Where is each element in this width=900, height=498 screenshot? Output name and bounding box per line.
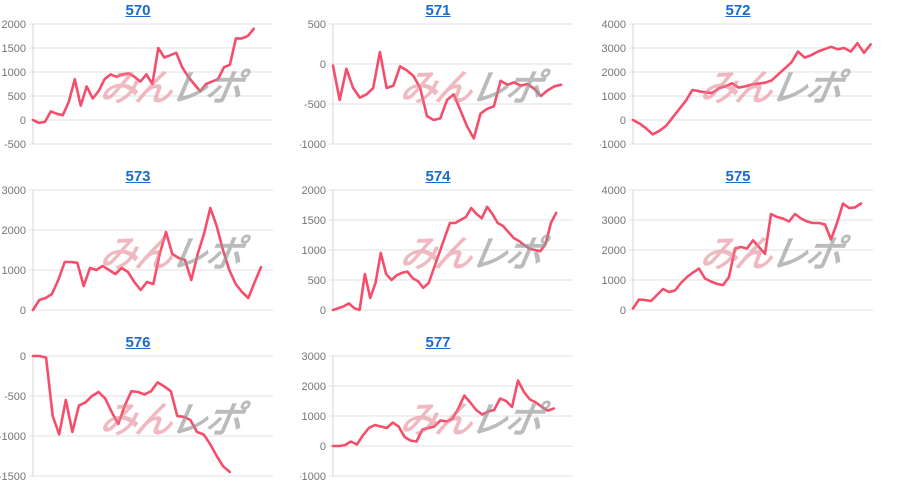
line-chart-575: 4000 3000 2000 1000 0 xyxy=(602,185,873,317)
line-chart-576: 0 -500 -1000 -1500 xyxy=(0,351,273,483)
chart-title-link[interactable]: 570 xyxy=(125,2,151,19)
line-chart-574: 2000 1500 1000 500 0 xyxy=(302,185,573,317)
y-axis-tick-label: -1500 xyxy=(0,471,26,483)
line-chart-573: 3000 2000 1000 0 xyxy=(2,185,273,317)
y-axis-tick-label: 1000 xyxy=(302,411,326,423)
y-axis-tick-label: 0 xyxy=(320,59,326,71)
chart-cell-574: 574 2000 1500 1000 500 0 みんレポ xyxy=(300,166,600,332)
y-axis-tick-label: -500 xyxy=(4,139,26,151)
profit-line-series xyxy=(331,50,563,140)
y-axis-tick-label: 0 xyxy=(620,305,626,317)
y-axis-tick-label: 0 xyxy=(20,351,26,363)
y-axis-tick-label: 4000 xyxy=(602,19,626,31)
y-axis-tick-label: 0 xyxy=(620,115,626,127)
chart-title-link[interactable]: 572 xyxy=(725,2,751,19)
y-axis-tick-label: 500 xyxy=(308,19,326,31)
y-axis-tick-label: 500 xyxy=(308,275,326,287)
y-axis-tick-label: 2000 xyxy=(302,185,326,197)
chart-cell-571: 571 500 0 -500 -1000 みんレポ xyxy=(300,0,600,166)
chart-title-link[interactable]: 574 xyxy=(425,168,451,185)
chart-cell-573: 573 3000 2000 1000 0 みんレポ xyxy=(0,166,300,332)
chart-title-link[interactable]: 575 xyxy=(725,168,751,185)
chart-cell-577: 577 3000 2000 1000 0 -1000 みんレポ xyxy=(300,332,600,498)
profit-line-series xyxy=(631,41,872,136)
chart-cell-576: 576 0 -500 -1000 -1500 みんレポ xyxy=(0,332,300,498)
chart-title-link[interactable]: 571 xyxy=(425,2,451,19)
y-axis-tick-label: -500 xyxy=(4,391,26,403)
chart-title-link[interactable]: 576 xyxy=(125,334,151,351)
line-chart-570: 2000 1500 1000 500 0 -500 xyxy=(2,19,273,151)
y-axis-tick-label: 3000 xyxy=(2,185,26,197)
y-axis-tick-label: 3000 xyxy=(302,351,326,363)
y-axis-tick-label: 2000 xyxy=(302,381,326,393)
y-axis-tick-label: 500 xyxy=(8,91,26,103)
y-axis-tick-label: 2000 xyxy=(602,245,626,257)
chart-cell-572: 572 4000 3000 2000 1000 0 -1000 みんレポ xyxy=(600,0,900,166)
y-axis-tick-label: 3000 xyxy=(602,43,626,55)
y-axis-tick-label: -1000 xyxy=(0,431,26,443)
chart-title-link[interactable]: 573 xyxy=(125,168,151,185)
y-axis-tick-label: -1000 xyxy=(600,139,626,151)
y-axis-tick-label: 0 xyxy=(20,305,26,317)
profit-line-series xyxy=(331,379,556,448)
profit-line-series xyxy=(31,354,232,474)
y-axis-tick-label: 1000 xyxy=(2,67,26,79)
y-axis-tick-label: 3000 xyxy=(602,215,626,227)
y-axis-tick-label: 1000 xyxy=(302,245,326,257)
profit-line-series xyxy=(631,202,863,310)
y-axis-tick-label: -1000 xyxy=(300,471,326,483)
y-axis-tick-label: 2000 xyxy=(602,67,626,79)
y-axis-tick-label: 1500 xyxy=(2,43,26,55)
y-axis-tick-label: 1000 xyxy=(2,265,26,277)
profit-line-series xyxy=(331,205,558,312)
y-axis-tick-label: -500 xyxy=(304,99,326,111)
chart-cell-575: 575 4000 3000 2000 1000 0 みんレポ xyxy=(600,166,900,332)
line-chart-571: 500 0 -500 -1000 xyxy=(300,19,573,151)
y-axis-tick-label: 4000 xyxy=(602,185,626,197)
profit-line-series xyxy=(31,206,263,312)
y-axis-tick-label: 2000 xyxy=(2,19,26,31)
y-axis-tick-label: 0 xyxy=(320,441,326,453)
y-axis-tick-label: 0 xyxy=(320,305,326,317)
y-axis-tick-label: 0 xyxy=(20,115,26,127)
y-axis-tick-label: -1000 xyxy=(300,139,326,151)
y-axis-tick-label: 2000 xyxy=(2,225,26,237)
y-axis-tick-label: 1000 xyxy=(602,91,626,103)
y-axis-tick-label: 1500 xyxy=(302,215,326,227)
line-chart-572: 4000 3000 2000 1000 0 -1000 xyxy=(600,19,873,151)
profit-line-series xyxy=(31,27,256,125)
line-chart-577: 3000 2000 1000 0 -1000 xyxy=(300,351,573,483)
chart-title-link[interactable]: 577 xyxy=(425,334,451,351)
y-axis-tick-label: 1000 xyxy=(602,275,626,287)
chart-cell-570: 570 2000 1500 1000 500 0 -500 みんレポ xyxy=(0,0,300,166)
